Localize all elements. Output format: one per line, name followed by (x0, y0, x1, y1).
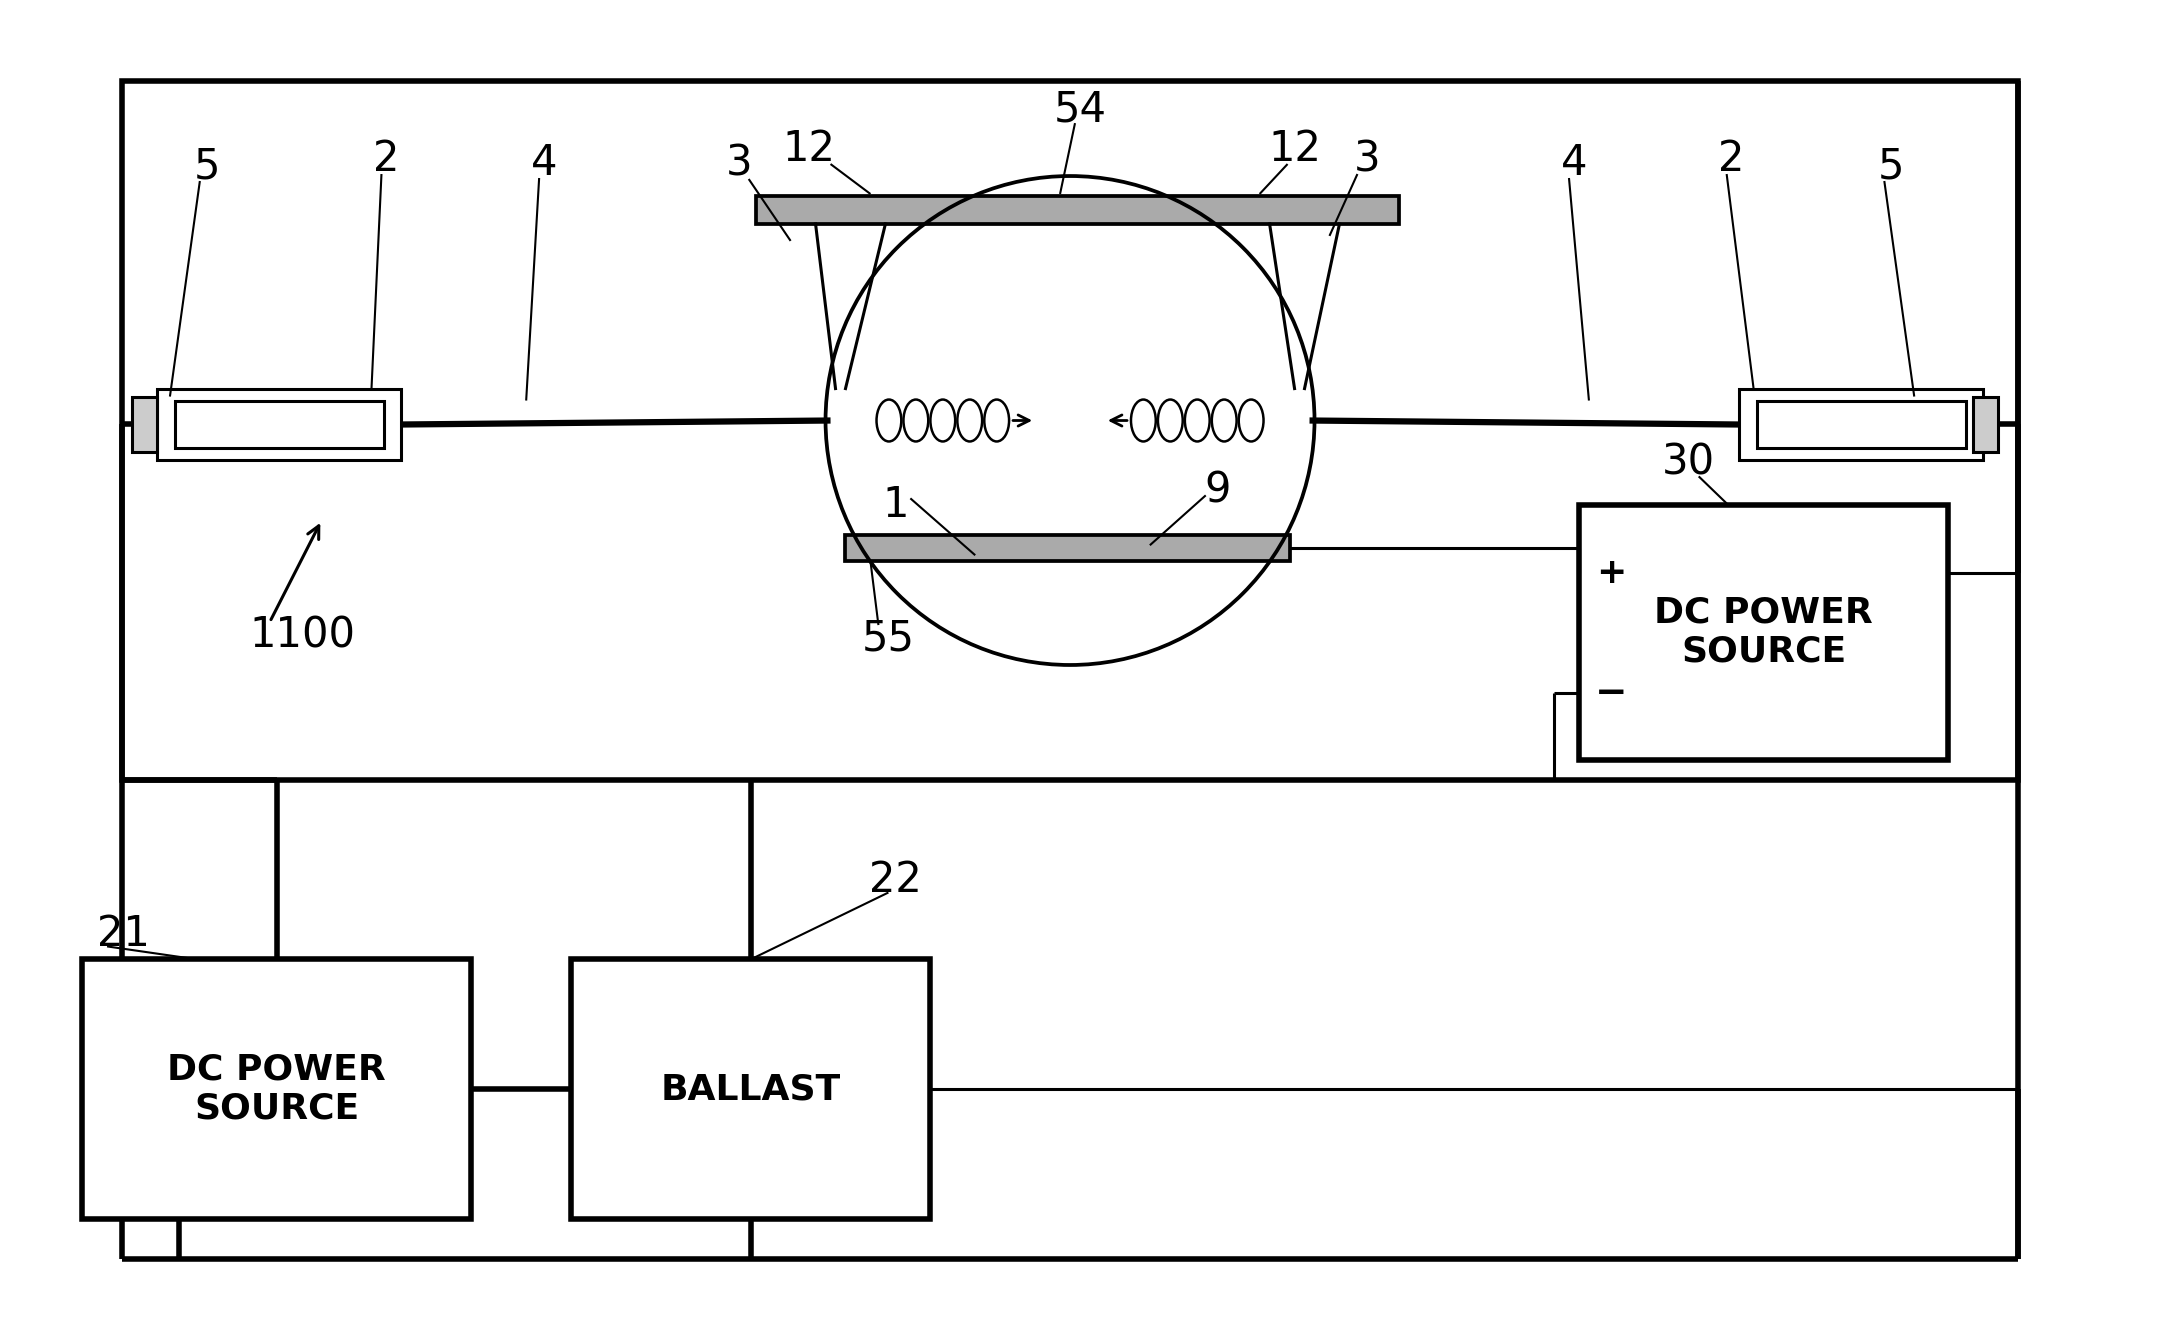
Bar (132, 397, 156, 452)
Text: 3: 3 (726, 142, 752, 184)
Bar (82, 959, 472, 1218)
Text: 22: 22 (869, 859, 923, 901)
Bar (156, 389, 401, 460)
Text: 30: 30 (1661, 442, 1715, 483)
Text: 3: 3 (1354, 138, 1380, 180)
Bar (121, 81, 2019, 779)
Text: 2: 2 (373, 138, 401, 180)
Text: 1100: 1100 (249, 614, 355, 656)
Bar (1757, 401, 1967, 448)
Text: +: + (1596, 556, 1627, 590)
Bar (756, 196, 1399, 224)
Text: DC POWER
SOURCE: DC POWER SOURCE (1655, 595, 1874, 668)
Text: 12: 12 (1267, 128, 1321, 171)
Bar (175, 401, 386, 448)
Text: 21: 21 (97, 913, 149, 955)
Text: 4: 4 (1562, 142, 1588, 184)
Text: 5: 5 (193, 146, 221, 187)
Bar (845, 536, 1289, 561)
Bar (756, 196, 1399, 224)
Bar (1579, 505, 1947, 759)
Text: 4: 4 (531, 142, 557, 184)
Text: 54: 54 (1053, 89, 1107, 130)
Text: 1: 1 (882, 484, 910, 527)
Bar (845, 536, 1289, 561)
Text: BALLAST: BALLAST (661, 1072, 840, 1106)
Text: −: − (1594, 673, 1627, 712)
Text: 55: 55 (862, 617, 914, 659)
Text: 9: 9 (1204, 470, 1230, 512)
Text: 2: 2 (1718, 138, 1746, 180)
Bar (1739, 389, 1984, 460)
Bar (1973, 397, 1997, 452)
Text: 12: 12 (782, 128, 836, 171)
Text: 5: 5 (1878, 146, 1904, 187)
Bar (572, 959, 931, 1218)
Text: DC POWER
SOURCE: DC POWER SOURCE (167, 1052, 386, 1126)
